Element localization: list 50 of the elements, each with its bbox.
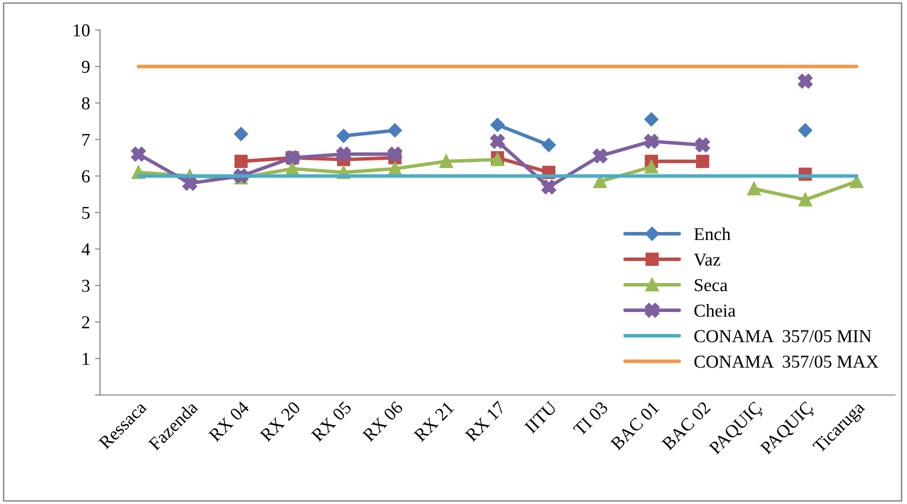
point [798,193,812,206]
point [490,134,505,149]
y-tick-label: 7 [82,134,90,146]
point [850,174,864,188]
point [644,112,658,126]
y-tick-label: 4 [82,243,90,256]
point [695,138,710,152]
point [388,123,402,138]
y-tick-label: 3 [82,280,90,292]
point [593,174,607,188]
y-tick-label: 2 [82,316,90,328]
legend-label: Seca [694,279,728,292]
point [798,123,812,138]
legend-label: CONAMA 357/05 MAX [694,356,878,368]
x-tick-label: RX 04 [208,400,250,442]
y-tick-label: 1 [82,352,90,365]
y-tick-label: 8 [82,97,90,110]
point [336,128,351,143]
point [592,148,608,164]
point [541,180,556,194]
x-tick-label: RX 05 [310,400,352,442]
point [542,138,556,152]
legend-label: Ench [694,228,731,240]
x-tick-label: RX 20 [259,400,301,442]
legend-label: CONAMA 357/05 MIN [694,330,872,342]
legend-label: Cheia [694,304,736,317]
legend-label: Vaz [694,254,720,266]
point [798,74,813,88]
point [388,162,402,176]
point [182,176,198,191]
y-tick-label: 5 [82,206,90,219]
x-tick-label: RX 21 [413,401,454,442]
point [131,146,146,162]
x-tick-label: RX 17 [464,400,506,442]
y-tick-label: 10 [74,24,90,36]
x-tick-label: TI 03 [572,400,609,437]
point [490,118,504,132]
point [644,160,658,174]
point [234,154,248,168]
point [440,154,453,168]
x-tick-label: RX 06 [362,400,404,442]
point [234,127,248,141]
y-tick-label: 6 [82,170,90,182]
point [747,182,761,196]
point [644,134,659,149]
point [696,154,710,168]
y-tick-label: 9 [82,60,90,73]
point [336,146,351,162]
point [388,146,402,162]
point [286,162,299,176]
